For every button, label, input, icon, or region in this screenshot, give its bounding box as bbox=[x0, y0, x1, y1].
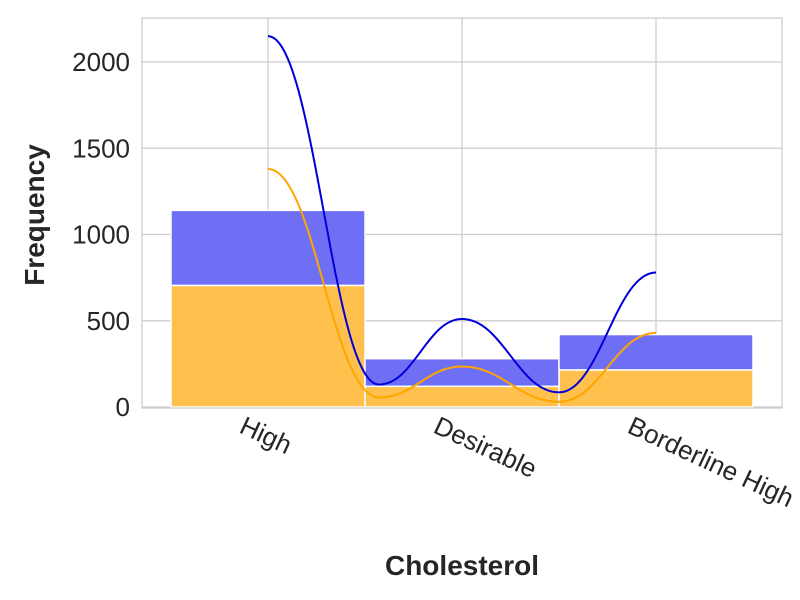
x-axis-title: Cholesterol bbox=[385, 550, 539, 581]
y-tick-label: 1000 bbox=[72, 220, 130, 250]
bar-segment bbox=[558, 369, 754, 408]
bar-segment bbox=[558, 333, 754, 371]
x-tick-label: Desirable bbox=[429, 410, 541, 484]
y-tick-label: 500 bbox=[87, 306, 130, 336]
x-tick-label: High bbox=[235, 410, 296, 460]
y-tick-label: 2000 bbox=[72, 47, 130, 77]
kde-line bbox=[267, 35, 657, 394]
plot-frame bbox=[141, 17, 783, 409]
bar-segment bbox=[170, 284, 366, 408]
y-tick-labels: 0 500 1000 1500 2000 bbox=[72, 47, 130, 422]
y-tick-label: 1500 bbox=[72, 133, 130, 163]
bar-segment bbox=[364, 357, 560, 388]
y-tick-label: 0 bbox=[116, 392, 130, 422]
x-tick-label: Borderline High bbox=[623, 410, 798, 513]
y-axis-title: Frequency bbox=[19, 144, 50, 286]
kde-line bbox=[267, 167, 657, 403]
bars bbox=[170, 209, 754, 408]
kde-lines bbox=[267, 35, 657, 403]
bar-segment bbox=[170, 209, 366, 287]
bar-segment bbox=[364, 385, 560, 408]
x-tick-labels: High Desirable Borderline High bbox=[235, 410, 798, 513]
